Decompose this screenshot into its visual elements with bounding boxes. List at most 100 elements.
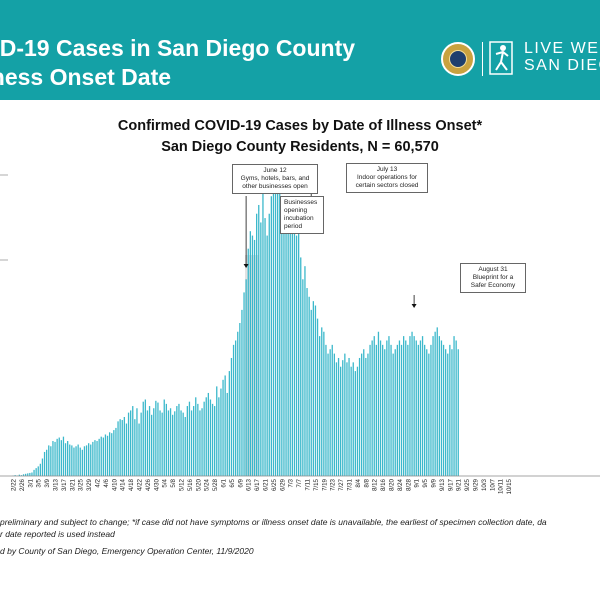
- case-bar: [293, 222, 296, 476]
- x-tick-label: 8/16: [380, 478, 387, 491]
- case-bar: [430, 344, 432, 476]
- case-bar: [172, 414, 174, 476]
- arrow-aug31-head: [411, 304, 417, 308]
- case-bar: [295, 235, 298, 476]
- page-title-line-1: VID-19 Cases in San Diego County: [0, 35, 356, 61]
- x-tick-label: 6/17: [254, 478, 261, 491]
- case-bar: [197, 403, 199, 476]
- case-bar: [222, 379, 224, 476]
- case-bar: [22, 474, 25, 476]
- case-bar: [232, 344, 235, 476]
- case-bar: [358, 357, 361, 476]
- x-tick-label: 10/15: [506, 478, 513, 494]
- case-bar: [90, 444, 92, 476]
- case-bar: [403, 336, 405, 476]
- case-bar: [445, 349, 447, 476]
- case-bar: [268, 213, 270, 476]
- case-bar: [119, 419, 121, 476]
- case-bar: [207, 392, 209, 476]
- case-bar: [50, 446, 52, 476]
- x-tick-label: 8/24: [397, 478, 404, 491]
- case-bar: [342, 360, 344, 476]
- case-bar: [111, 433, 113, 476]
- case-bar: [216, 386, 218, 476]
- case-bar: [386, 340, 388, 476]
- case-bar: [144, 399, 146, 476]
- case-bar: [436, 327, 438, 476]
- arrow-june12-head: [243, 264, 249, 268]
- case-bar: [304, 266, 306, 476]
- x-tick-label: 9/13: [439, 478, 446, 491]
- case-bar: [64, 443, 67, 476]
- case-bar: [230, 357, 233, 476]
- case-bar: [159, 410, 161, 476]
- x-tick-label: 5/24: [204, 478, 211, 491]
- case-bar: [31, 472, 33, 476]
- case-bar: [186, 406, 188, 476]
- case-bar: [81, 449, 83, 476]
- cases-bar-chart: 2/22 2/26 3/1 3/5 3/9 3/13 3/17 3/21 3/25 3/29 4/2…: [0, 170, 600, 494]
- case-bar: [121, 420, 123, 476]
- case-bar: [205, 397, 207, 476]
- case-bar: [396, 344, 398, 476]
- case-bar: [340, 366, 342, 476]
- case-bar: [356, 366, 359, 476]
- x-tick-label: 6/13: [246, 478, 253, 491]
- x-tick-label: 3/25: [78, 478, 85, 491]
- case-bar: [314, 305, 317, 476]
- case-bar: [180, 410, 182, 476]
- x-tick-label: 3/17: [61, 478, 68, 491]
- case-bar: [35, 468, 37, 476]
- x-tick-label: 4/18: [128, 478, 135, 491]
- case-bar: [203, 401, 205, 476]
- case-bar: [285, 231, 287, 476]
- chart-title: Confirmed COVID-19 Cases by Date of Illn…: [117, 118, 483, 134]
- case-bar: [60, 440, 62, 476]
- x-tick-label: 7/3: [288, 478, 295, 487]
- annotation-incubation-text-2: opening: [284, 207, 308, 214]
- case-bar: [167, 410, 170, 476]
- chart-subtitle: San Diego County Residents, N = 60,570: [161, 139, 439, 155]
- case-bar: [379, 340, 382, 476]
- case-bar: [346, 362, 348, 476]
- case-bar: [136, 408, 138, 476]
- case-bar: [251, 235, 254, 476]
- case-bar: [253, 239, 256, 476]
- case-bar: [302, 279, 304, 476]
- case-bar: [79, 447, 81, 476]
- live-well-logo-text: LIVE WE SAN DIEG: [524, 40, 600, 74]
- case-bar: [228, 371, 230, 476]
- case-bar: [58, 437, 60, 476]
- case-bar: [287, 204, 289, 476]
- case-bar: [363, 349, 365, 476]
- case-bar: [361, 353, 363, 476]
- annotation-incubation-text-3: incubation: [284, 215, 314, 222]
- x-tick-label: 7/27: [338, 478, 345, 491]
- annotation-june12-date: June 12: [263, 167, 287, 174]
- case-bar: [365, 357, 367, 476]
- annotation-aug31: August 31 Blueprint for a Safer Economy: [460, 263, 526, 293]
- case-bar: [388, 336, 390, 476]
- case-bar: [453, 336, 455, 476]
- case-bar: [405, 340, 407, 476]
- case-bar: [146, 410, 149, 476]
- case-bar: [178, 403, 180, 476]
- case-bar: [308, 296, 310, 476]
- x-tick-label: 7/15: [313, 478, 320, 491]
- x-tick-label: 6/21: [263, 478, 270, 491]
- x-tick-label: 7/19: [321, 478, 328, 491]
- x-tick-label: 10/3: [481, 478, 488, 491]
- case-bar: [163, 399, 165, 476]
- annotation-aug31-date: August 31: [478, 266, 508, 273]
- annotation-july13-date: July 13: [376, 166, 398, 173]
- case-bar: [48, 445, 50, 476]
- case-bar: [312, 301, 314, 476]
- case-bar: [321, 327, 323, 476]
- case-bar: [94, 440, 96, 476]
- case-bar: [421, 336, 424, 476]
- chart-title-block: Confirmed COVID-19 Cases by Date of Illn…: [0, 116, 600, 158]
- case-bar: [54, 441, 56, 476]
- case-bar: [92, 441, 94, 476]
- case-bar: [176, 406, 178, 476]
- case-bar: [27, 473, 29, 476]
